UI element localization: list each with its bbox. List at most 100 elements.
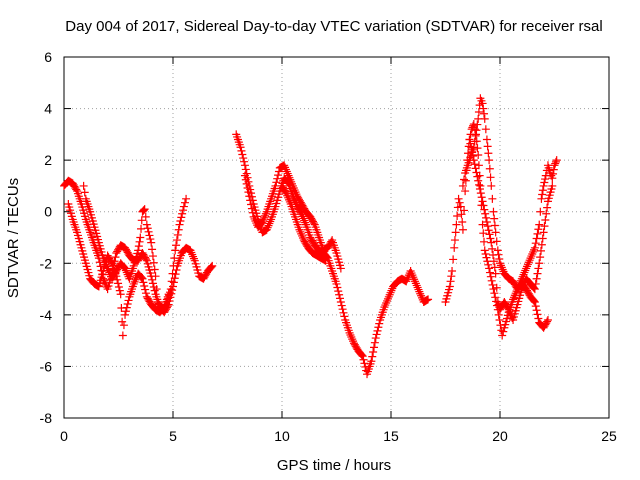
data-point xyxy=(272,178,281,187)
data-point xyxy=(122,303,131,312)
data-point xyxy=(540,178,549,187)
data-point xyxy=(481,125,490,134)
data-point xyxy=(533,229,542,238)
y-tick-label: 0 xyxy=(44,204,52,220)
data-point xyxy=(508,313,517,322)
data-point xyxy=(140,205,149,214)
data-point xyxy=(139,205,148,214)
data-point xyxy=(542,209,551,218)
data-point xyxy=(530,296,539,305)
data-point xyxy=(172,241,181,250)
data-point xyxy=(281,165,290,174)
data-point xyxy=(134,246,143,255)
data-point xyxy=(282,167,291,176)
data-point xyxy=(147,238,156,247)
data-point xyxy=(479,104,488,113)
data-point xyxy=(335,290,344,299)
data-point xyxy=(414,285,423,294)
data-point xyxy=(242,179,251,188)
data-point xyxy=(477,193,486,202)
data-point xyxy=(372,330,381,339)
data-point xyxy=(486,173,495,182)
data-point xyxy=(152,285,161,294)
data-point xyxy=(138,274,147,283)
data-point xyxy=(523,262,532,271)
y-tick-label: 6 xyxy=(44,49,52,65)
data-point xyxy=(207,262,216,271)
data-point xyxy=(137,216,146,225)
data-point xyxy=(384,292,393,301)
data-point xyxy=(493,246,502,255)
data-point xyxy=(333,283,342,292)
data-point xyxy=(481,209,490,218)
data-point xyxy=(119,262,128,271)
data-point xyxy=(178,209,187,218)
data-point xyxy=(491,269,500,278)
data-point xyxy=(468,147,477,156)
data-point xyxy=(241,175,250,184)
data-point xyxy=(530,297,539,306)
data-point xyxy=(146,235,155,244)
data-point xyxy=(385,290,394,299)
data-point xyxy=(484,149,493,158)
data-point xyxy=(534,314,543,323)
data-point xyxy=(177,213,186,222)
data-point xyxy=(248,208,257,217)
data-point xyxy=(415,287,424,296)
data-point xyxy=(536,253,545,262)
data-point xyxy=(299,214,308,223)
data-point xyxy=(139,206,148,215)
data-point xyxy=(494,310,503,319)
data-point xyxy=(410,277,419,286)
data-point xyxy=(533,269,542,278)
data-point xyxy=(472,168,481,177)
data-point xyxy=(381,301,390,310)
data-point xyxy=(479,201,488,210)
data-point xyxy=(292,190,301,199)
data-point xyxy=(551,157,560,166)
data-point xyxy=(288,181,297,190)
data-point xyxy=(549,165,558,174)
data-point xyxy=(480,237,489,246)
data-point xyxy=(411,279,420,288)
data-point xyxy=(458,218,467,227)
axis-ticks: 0 5 10 15 20 25 -8 -6 -4 -2 0 2 4 6 xyxy=(40,49,617,444)
data-point xyxy=(486,234,495,243)
data-point xyxy=(172,265,181,274)
data-point xyxy=(175,220,184,229)
data-point xyxy=(186,246,195,255)
data-point xyxy=(450,236,459,245)
data-point xyxy=(451,228,460,237)
data-point xyxy=(535,259,544,268)
data-point xyxy=(461,187,470,196)
data-point xyxy=(499,327,508,336)
data-point xyxy=(187,248,196,257)
data-point xyxy=(240,161,249,170)
y-tick-label: -4 xyxy=(40,307,53,323)
data-point xyxy=(251,216,260,225)
data-point xyxy=(371,334,380,343)
data-point xyxy=(115,286,124,295)
data-point xyxy=(236,143,245,152)
data-point xyxy=(358,352,367,361)
data-point xyxy=(104,266,113,275)
data-point xyxy=(101,260,110,269)
data-point xyxy=(480,205,489,214)
data-point xyxy=(298,231,307,240)
data-point xyxy=(456,202,465,211)
data-point xyxy=(490,289,499,298)
data-point xyxy=(168,269,177,278)
data-point xyxy=(249,212,258,221)
data-point xyxy=(206,263,215,272)
data-point xyxy=(471,164,480,173)
data-point xyxy=(536,246,545,255)
data-point xyxy=(298,212,307,221)
data-point xyxy=(172,236,181,245)
data-point xyxy=(383,294,392,303)
data-point xyxy=(537,194,546,203)
data-point xyxy=(347,333,356,342)
data-point xyxy=(118,317,127,326)
data-point xyxy=(523,260,532,269)
data-point xyxy=(496,259,504,268)
data-point xyxy=(135,237,144,246)
